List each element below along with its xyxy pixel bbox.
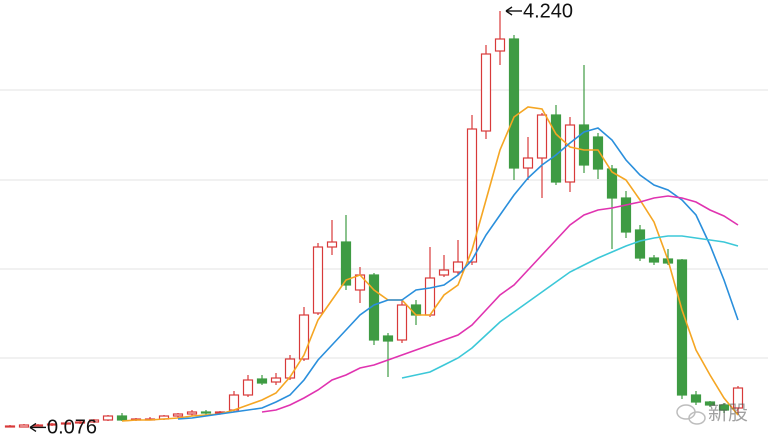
candle-body [606, 168, 618, 199]
candle-body [60, 422, 72, 425]
candle-body [648, 257, 660, 263]
candle-body [102, 415, 114, 421]
candle-body [550, 114, 562, 183]
candle-body [270, 377, 282, 383]
watermark: 新股 [676, 401, 748, 425]
candle-body [74, 421, 86, 424]
watermark-text: 新股 [708, 401, 748, 425]
candle-body [508, 38, 520, 169]
candle-body [592, 136, 604, 170]
candle-body [634, 229, 646, 259]
candle-body [88, 419, 100, 423]
candle-body [620, 197, 632, 233]
candle-body [718, 404, 730, 411]
candle-body [18, 424, 30, 428]
candle-body [732, 387, 744, 409]
candle-body [536, 114, 548, 159]
candle-body [564, 124, 576, 183]
moving-average-line [261, 195, 739, 413]
moving-average-line [401, 235, 739, 379]
moving-average-line [177, 127, 739, 420]
candle-body [452, 261, 464, 273]
candle-body [704, 401, 716, 406]
candle-body [186, 411, 198, 415]
candle-body [396, 304, 408, 341]
candle-body [4, 425, 16, 428]
candle-body [578, 124, 590, 166]
candle-body [676, 259, 688, 396]
candle-body [46, 423, 58, 426]
candle-body [382, 335, 394, 342]
watermark-icon [676, 404, 696, 420]
candle-body [522, 157, 534, 169]
candle-body [480, 53, 492, 132]
candle-body [298, 314, 310, 360]
candle-body [312, 246, 324, 314]
candle-body [32, 424, 44, 427]
candle-body [438, 269, 450, 276]
candle-body [466, 128, 478, 263]
candle-body [326, 241, 338, 248]
candle-body [284, 358, 296, 379]
candle-body [256, 378, 268, 384]
annotation-label: 0.076 [47, 417, 97, 439]
candle-body [116, 415, 128, 421]
annotation-label: 4.240 [523, 0, 573, 22]
annotation-arrow [505, 6, 513, 16]
candle-body [494, 38, 506, 52]
watermark-icon [688, 411, 706, 425]
candle-body [200, 411, 212, 414]
candle-body [410, 304, 422, 316]
annotation-arrow [29, 422, 37, 432]
candle-body [242, 379, 254, 396]
candle-body [172, 413, 184, 417]
candle-body [690, 394, 702, 403]
candle-body [228, 394, 240, 411]
candle-body [340, 241, 352, 286]
